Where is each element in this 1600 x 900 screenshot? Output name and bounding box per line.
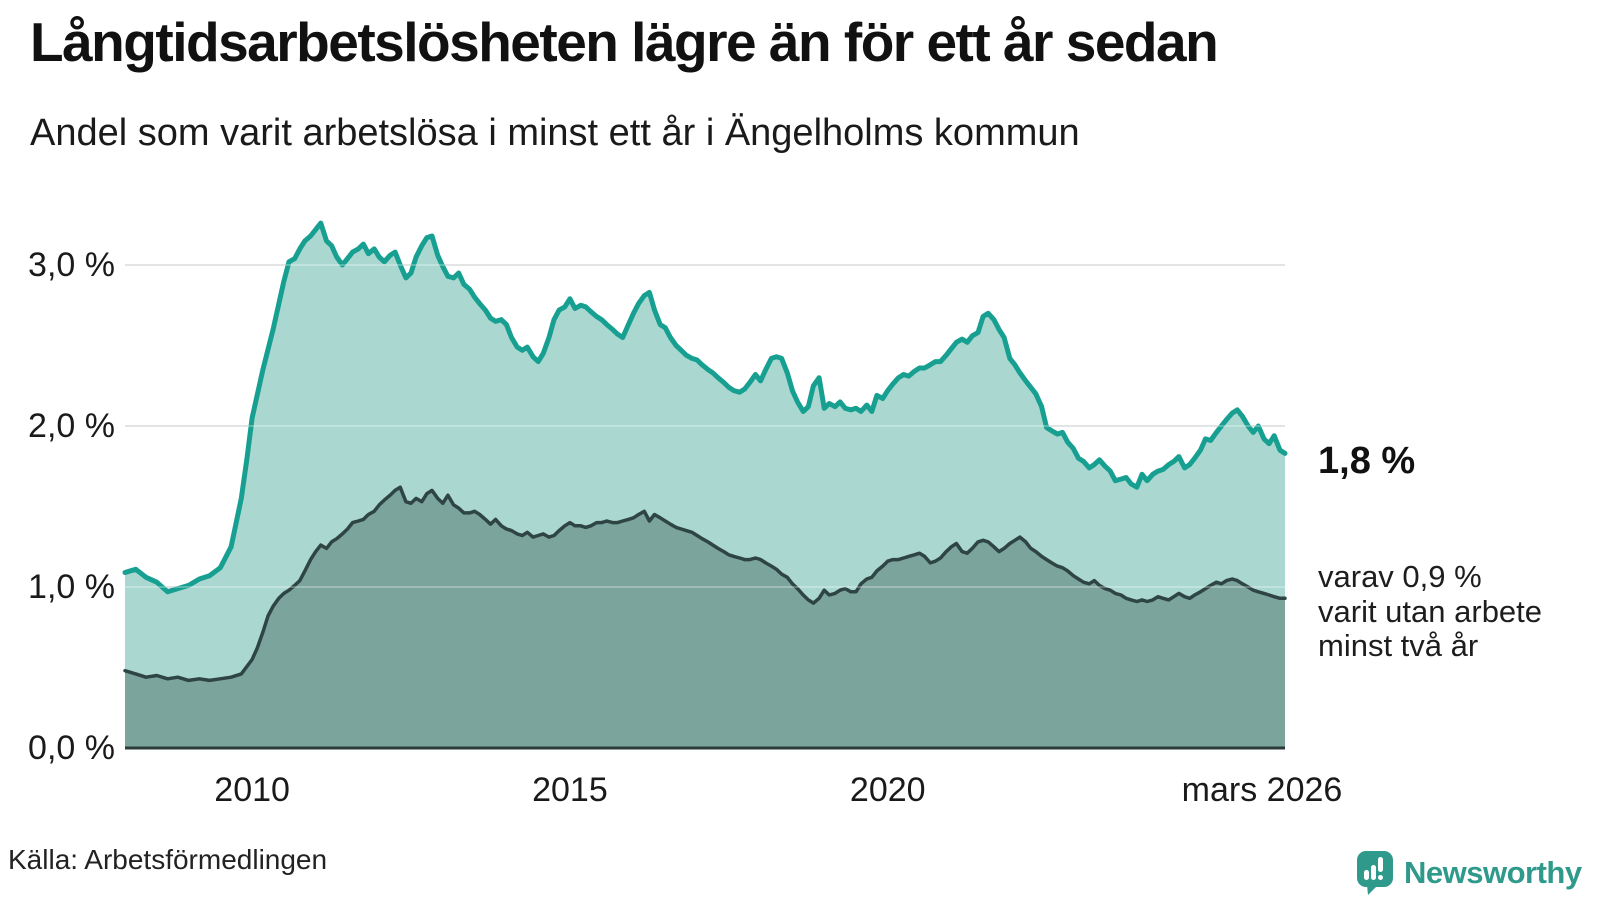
source-note: Källa: Arbetsförmedlingen [8,844,328,875]
newsworthy-logo-text: Newsworthy [1404,855,1582,890]
x-tick-label: 2015 [532,771,608,809]
y-tick-label: 2,0 % [28,407,115,445]
two-year-annotation-line: varit utan arbete [1318,593,1543,629]
two-year-annotation-line: minst två år [1318,628,1479,664]
y-tick-label: 0,0 % [28,729,115,767]
newsworthy-logo-icon [1357,851,1393,895]
chart-subtitle: Andel som varit arbetslösa i minst ett å… [30,112,1080,154]
page-title: Långtidsarbetslösheten lägre än för ett … [30,11,1219,73]
two-year-annotation-line: varav 0,9 % [1318,559,1482,594]
x-tick-label: 2010 [214,771,290,809]
area-fill [125,487,1285,748]
y-tick-label: 3,0 % [28,246,115,284]
x-tick-label: 2020 [849,771,926,809]
newsworthy-logo: Newsworthy [1356,850,1582,896]
y-tick-label: 1,0 % [28,568,115,606]
series-line [122,220,1288,595]
latest-value-annotation: 1,8 % [1318,440,1416,482]
two-year-annotation: varav 0,9 % varit utan arbete minst två … [1318,559,1543,664]
x-tick-label: mars 2026 [1181,771,1343,809]
series-line [123,485,1287,683]
